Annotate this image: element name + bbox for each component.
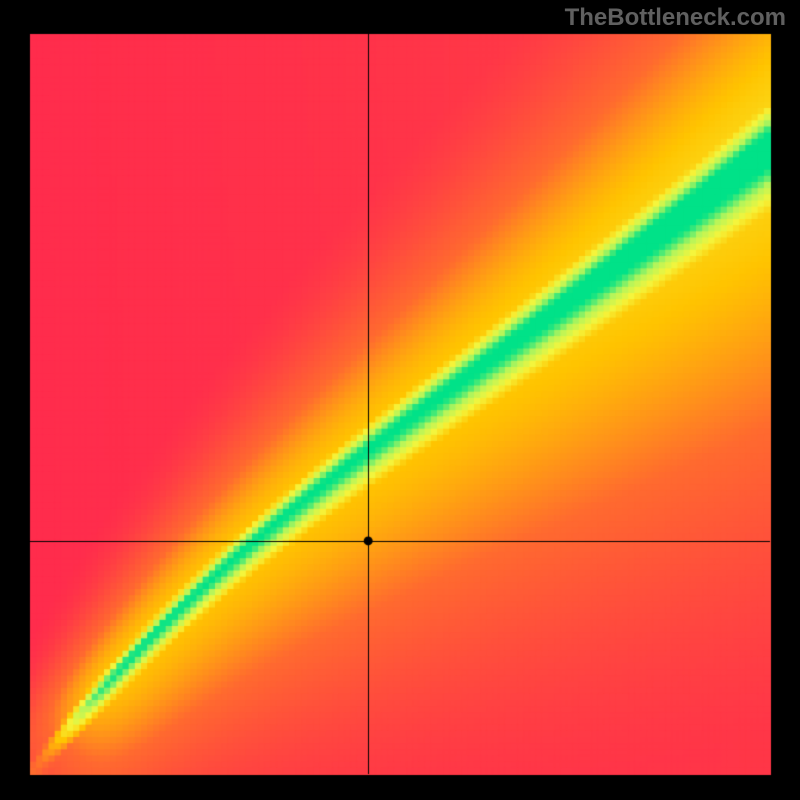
bottleneck-heatmap xyxy=(0,0,800,800)
watermark-text: TheBottleneck.com xyxy=(565,4,786,32)
chart-container: TheBottleneck.com xyxy=(0,0,800,800)
